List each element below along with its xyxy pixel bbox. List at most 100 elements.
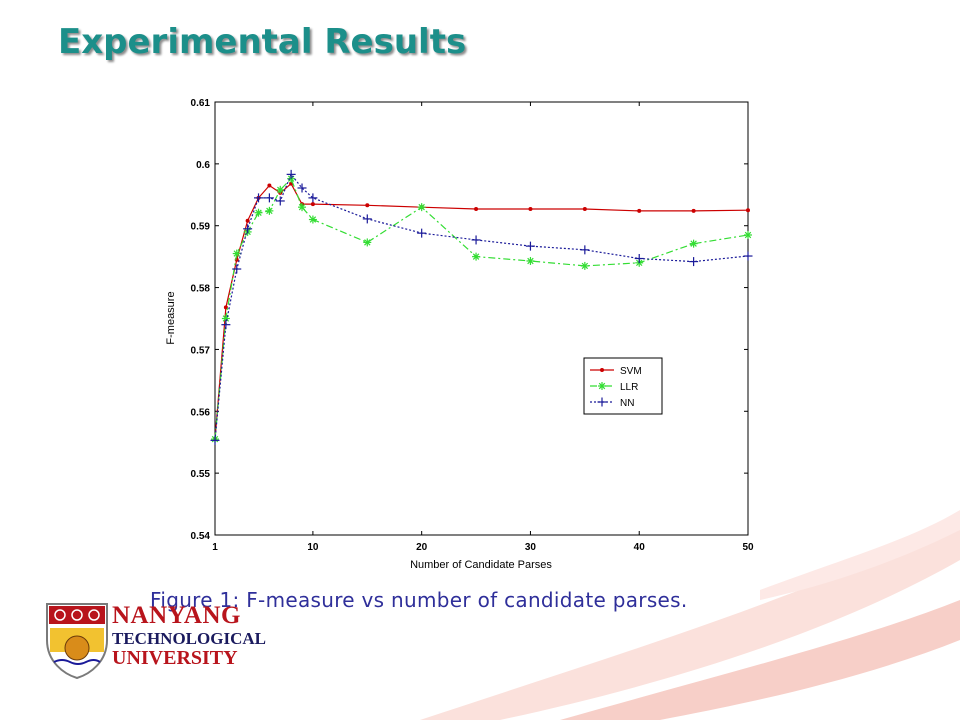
data-point-svm <box>582 207 587 212</box>
x-axis-label: Number of Candidate Parses <box>410 559 552 571</box>
series-line-llr <box>214 177 749 440</box>
logo-line-technological: TECHNOLOGICAL <box>112 629 266 648</box>
data-point-nn <box>634 253 644 263</box>
data-point-llr <box>472 252 481 261</box>
series-line-svm <box>214 182 749 440</box>
asterisk-stroke <box>527 257 534 265</box>
data-point-svm <box>310 202 315 207</box>
axis-ticks: 1 10 20 30 40 50 0.54 0.55 0.56 0.57 0.58 0.59 0.6 0.… <box>191 98 754 553</box>
x-tick-label: 50 <box>742 542 754 553</box>
data-point-svm <box>746 208 750 213</box>
legend-marker-svm <box>600 368 604 372</box>
data-point-nn <box>275 196 285 206</box>
series-layer <box>210 169 753 445</box>
data-point-llr <box>363 238 372 247</box>
data-point-svm <box>474 207 479 212</box>
crest-lion-icon <box>64 635 90 661</box>
crest-top-band <box>49 606 105 624</box>
data-point-nn <box>417 228 427 238</box>
y-axis-label: F-measure <box>165 291 177 344</box>
figure-caption: Figure 1: F-measure vs number of candida… <box>150 588 688 612</box>
series-nn <box>210 169 753 445</box>
crest-wave-icon <box>53 659 101 665</box>
crest-atom-left-icon <box>54 609 66 621</box>
x-tick-label: 1 <box>212 542 218 553</box>
data-point-nn <box>362 214 372 224</box>
data-point-nn <box>264 193 274 203</box>
data-point-nn <box>297 183 307 193</box>
data-point-svm <box>528 207 533 212</box>
swoosh-band-3 <box>760 510 960 600</box>
data-point-svm <box>245 218 250 223</box>
data-point-llr <box>580 261 589 270</box>
plot-area <box>214 101 749 536</box>
y-tick-label: 0.56 <box>191 407 211 418</box>
data-point-nn <box>743 251 753 261</box>
asterisk-stroke <box>309 216 317 223</box>
legend-label-nn: NN <box>620 398 634 409</box>
data-point-nn <box>286 169 296 179</box>
asterisk-stroke <box>266 207 273 215</box>
data-point-svm <box>365 203 370 208</box>
data-point-llr <box>417 203 426 212</box>
data-point-nn <box>210 435 220 445</box>
x-tick-label: 20 <box>416 542 428 553</box>
data-point-llr <box>744 230 752 239</box>
y-tick-label: 0.61 <box>191 98 211 109</box>
data-point-llr <box>526 256 535 265</box>
legend: SVM LLR NN <box>583 357 663 415</box>
legend-label-llr: LLR <box>620 382 638 393</box>
data-point-nn <box>525 241 535 251</box>
data-point-svm <box>691 208 696 213</box>
data-point-nn <box>243 224 253 234</box>
asterisk-stroke <box>364 239 371 246</box>
data-point-llr <box>308 215 317 224</box>
asterisk-stroke <box>298 203 306 211</box>
data-point-llr <box>265 206 274 215</box>
asterisk-stroke <box>581 262 589 270</box>
data-point-nn <box>221 320 231 330</box>
y-tick-label: 0.55 <box>191 469 211 480</box>
ntu-crest <box>46 603 108 680</box>
data-point-nn <box>232 264 242 274</box>
crest-atom-right-icon <box>88 609 100 621</box>
swoosh-band-2 <box>560 600 960 720</box>
asterisk-stroke <box>255 209 262 216</box>
asterisk-stroke <box>233 250 240 257</box>
data-point-svm <box>637 208 642 213</box>
data-point-nn <box>580 245 590 255</box>
y-tick-label: 0.58 <box>191 284 211 295</box>
data-point-nn <box>689 257 699 267</box>
data-point-svm <box>223 305 228 310</box>
y-tick-label: 0.57 <box>191 345 211 356</box>
slide-title: Experimental Results <box>58 22 467 62</box>
asterisk-stroke <box>690 240 697 247</box>
y-tick-label: 0.59 <box>191 222 211 233</box>
asterisk-stroke <box>277 186 284 194</box>
crest-atom-mid-icon <box>71 609 83 621</box>
data-point-nn <box>471 235 481 245</box>
legend-marker-nn <box>597 397 607 407</box>
f-measure-chart: Number of Candidate Parses F-measure 1 10… <box>165 98 754 571</box>
data-point-nn <box>308 193 318 203</box>
data-point-nn <box>254 193 264 203</box>
data-point-llr <box>298 203 307 212</box>
asterisk-stroke <box>598 382 606 390</box>
logo-line-university: UNIVERSITY <box>112 647 238 669</box>
x-tick-label: 10 <box>307 542 319 553</box>
x-tick-label: 30 <box>525 542 537 553</box>
data-point-llr <box>276 185 285 194</box>
legend-marker-llr <box>598 382 606 390</box>
y-tick-label: 0.54 <box>191 531 211 542</box>
x-tick-label: 40 <box>634 542 646 553</box>
legend-label-svm: SVM <box>620 366 642 377</box>
data-point-llr <box>254 208 263 217</box>
asterisk-stroke <box>472 253 480 260</box>
data-point-llr <box>232 249 241 258</box>
logo-line-nanyang: NANYANG <box>112 602 241 629</box>
data-point-llr <box>689 239 698 248</box>
y-tick-label: 0.6 <box>196 160 210 171</box>
asterisk-stroke <box>744 231 752 239</box>
asterisk-stroke <box>418 203 425 211</box>
